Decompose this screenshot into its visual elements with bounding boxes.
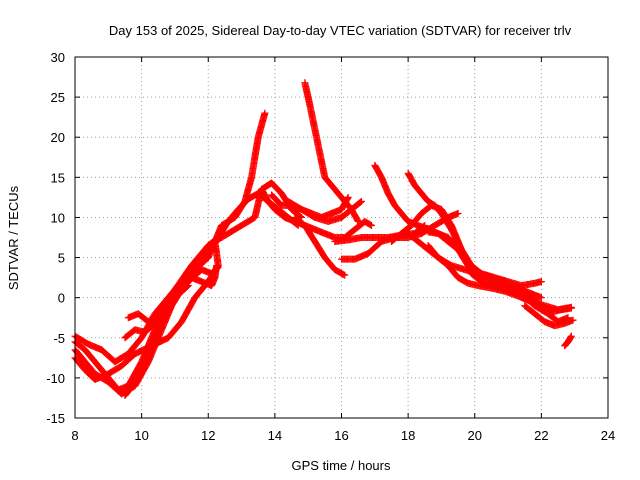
data-point [537, 278, 545, 286]
data-point [184, 282, 192, 290]
series-track-17 [404, 229, 575, 314]
data-point [213, 265, 221, 273]
x-tick-label: 8 [71, 428, 78, 443]
series-track-8 [301, 79, 362, 225]
data-point [366, 221, 374, 229]
data-point [344, 193, 352, 201]
series-track-21 [561, 332, 575, 350]
series-track-10 [291, 213, 349, 279]
y-tick-label: 20 [51, 130, 65, 145]
y-tick-label: 25 [51, 90, 65, 105]
y-tick-label: 5 [58, 251, 65, 266]
data-point [341, 271, 349, 279]
series-track-3 [71, 109, 269, 366]
series-track-1 [71, 189, 302, 394]
data-point [357, 197, 365, 205]
data-point [354, 216, 362, 224]
data-point [340, 271, 348, 279]
y-tick-label: 15 [51, 170, 65, 185]
data-point [213, 264, 221, 272]
plot-area [71, 79, 577, 400]
data-point [567, 332, 575, 340]
data-point [356, 198, 364, 206]
data-point [221, 221, 229, 229]
data-point [183, 282, 191, 290]
y-tick-label: -5 [53, 331, 65, 346]
axis-ticks: 8 10 12 14 16 18 20 22 24 -15 -10 -5 0 5 10 15 20 25 30 [46, 50, 615, 443]
data-point [261, 109, 269, 117]
series-track-7 [121, 282, 192, 342]
x-tick-label: 18 [401, 428, 415, 443]
data-point [344, 194, 352, 202]
y-tick-label: 30 [51, 50, 65, 65]
x-axis-label: GPS time / hours [292, 458, 391, 473]
x-tick-label: 16 [334, 428, 348, 443]
series-track-18 [424, 228, 545, 290]
x-tick-label: 22 [534, 428, 548, 443]
y-tick-label: 0 [58, 291, 65, 306]
chart-title: Day 153 of 2025, Sidereal Day-to-day VTE… [109, 23, 572, 38]
data-point [537, 294, 545, 302]
x-tick-label: 20 [468, 428, 482, 443]
series-track-22 [268, 191, 352, 221]
x-tick-label: 10 [134, 428, 148, 443]
data-point [454, 209, 462, 217]
data-point [214, 263, 222, 271]
series-track-19 [424, 242, 575, 316]
series-track-20 [521, 302, 577, 330]
data-point [367, 221, 375, 229]
data-point [569, 316, 577, 324]
y-axis-label: SDTVAR / TECUs [6, 185, 21, 290]
plot-frame [74, 56, 609, 419]
data-point [567, 304, 575, 312]
x-tick-label: 12 [201, 428, 215, 443]
x-tick-label: 24 [601, 428, 615, 443]
y-tick-label: -10 [46, 371, 65, 386]
y-tick-label: -15 [46, 411, 65, 426]
x-tick-label: 14 [268, 428, 282, 443]
data-point [220, 223, 228, 231]
y-tick-label: 10 [51, 210, 65, 225]
